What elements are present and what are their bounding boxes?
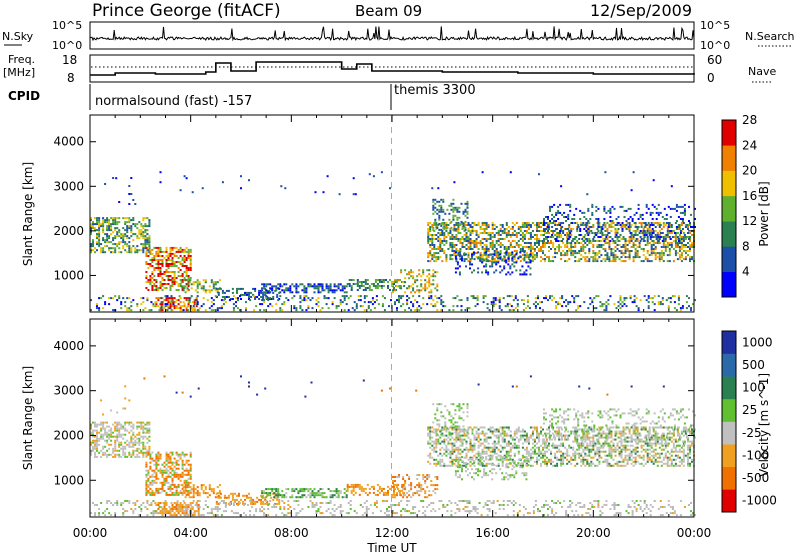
y-tick-label: 2000 [53,224,84,238]
colorbar-swatch [722,246,736,273]
power-y-label: Slant Range [km] [21,162,35,266]
power-data [90,171,697,312]
y-tick-label: 4000 [53,135,84,149]
colorbar-swatch [722,145,736,171]
velocity-data [90,375,697,517]
x-tick-labels: 00:00 04:00 08:00 12:00 16:00 20:00 00:00 [73,526,712,540]
freq-tick-bottom: 8 [67,71,75,85]
colorbar-swatch [722,271,736,298]
colorbar-swatch [722,331,736,354]
y-tick-label: 1000 [53,268,84,282]
cpid-themis: themis 3300 [394,83,476,98]
nsearch-tick-top: 10^5 [700,19,730,32]
colorbar-tick-label: 12 [742,214,757,228]
velocity-colorbar: 1000 500 100 25 -25 -100 -500 -1000 [721,330,777,513]
nsky-label: N.Sky [2,30,34,43]
colorbar-swatch [722,376,736,400]
x-tick-label: 00:00 [73,526,108,540]
y-tick-label: 2000 [53,428,84,442]
colorbar-swatch [722,353,736,377]
colorbar-swatch [722,421,736,445]
velocity-panel: 1000 2000 3000 4000 Slant Range [km] 1000 50… [21,318,777,518]
colorbar-tick-label: 20 [742,164,757,178]
cpid-normalsound: normalsound (fast) -157 [95,94,252,109]
power-colorbar-label: Power [dB] [757,181,771,246]
nsky-tick-top: 10^5 [52,19,82,32]
x-tick-label: 08:00 [274,526,309,540]
colorbar-tick-label: 4 [742,265,750,279]
nsearch-tick-bottom: 10^0 [700,39,730,52]
y-tick-label: 3000 [53,384,84,398]
colorbar-swatch [722,170,736,197]
colorbar-swatch [722,398,736,422]
colorbar-tick-label: -25 [742,426,762,440]
cpid-label: CPID [8,89,40,103]
velocity-y-label: Slant Range [km] [21,366,35,470]
colorbar-tick-label: 100 [742,381,765,395]
colorbar-tick-label: 1000 [742,335,773,349]
colorbar-tick-label: 28 [742,113,757,127]
nave-label: Nave [748,65,776,78]
colorbar-swatch [722,195,736,222]
velocity-x-ticks [89,319,695,517]
x-tick-label: 16:00 [475,526,510,540]
freq-trace [90,61,695,76]
freq-tick-top: 18 [62,53,77,67]
freq-label: Freq. [8,53,35,66]
nave-tick-top: 60 [707,53,722,67]
x-tick-label: 20:00 [576,526,611,540]
colorbar-tick-label: 25 [742,403,757,417]
power-panel: 1000 2000 3000 4000 Slant Range [km] 4 8 12 16… [21,113,771,313]
beam-label: Beam 09 [355,2,422,20]
x-tick-label: 12:00 [375,526,410,540]
x-axis-label: Time UT [366,541,417,554]
y-tick-label: 3000 [53,179,84,193]
velocity-y-axis: 1000 2000 3000 4000 [53,339,694,487]
x-tick-label: 04:00 [173,526,208,540]
date-label: 12/Sep/2009 [590,1,692,20]
colorbar-tick-label: 8 [742,239,750,253]
colorbar-tick-label: -100 [742,448,769,462]
power-colorbar: 4 8 12 16 20 24 28 [721,113,757,298]
nsky-trace [89,26,695,42]
nsky-tick-bottom: 10^0 [52,39,82,52]
nsky-panel: N.Sky 10^5 10^0 10^5 10^0 N.Search [2,19,795,52]
x-tick-label: 00:00 [677,526,712,540]
y-tick-label: 4000 [53,339,84,353]
freq-unit: [MHz] [3,66,35,79]
colorbar-tick-label: 24 [742,138,757,152]
velocity-colorbar-label: Velocity [m s^-1] [757,373,771,477]
cpid-panel: CPID normalsound (fast) -157 themis 3300 [8,83,476,110]
freq-panel: Freq. [MHz] 18 8 60 0 Nave [3,53,776,85]
colorbar-swatch [722,466,736,490]
colorbar-swatch [722,221,736,247]
nsearch-label: N.Search [745,30,795,43]
colorbar-swatch [722,444,736,468]
nave-tick-bottom: 0 [707,71,715,85]
power-x-ticks [89,115,695,312]
station-title: Prince George (fitACF) [92,1,281,21]
colorbar-tick-label: 16 [742,189,757,203]
colorbar-tick-label: -500 [742,471,769,485]
colorbar-tick-label: -1000 [742,494,777,508]
colorbar-swatch [722,120,736,146]
colorbar-tick-label: 500 [742,358,765,372]
power-y-axis: 1000 2000 3000 4000 [53,135,694,282]
y-tick-label: 1000 [53,473,84,487]
colorbar-swatch [722,489,736,513]
